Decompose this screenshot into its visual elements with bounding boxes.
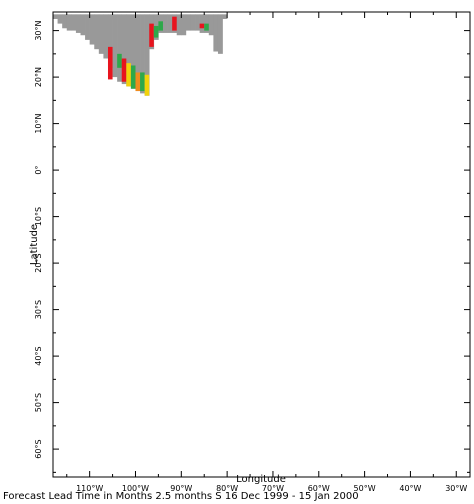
- x-tick-label: 70°W: [262, 484, 284, 493]
- land-column: [213, 14, 219, 52]
- land-column: [217, 14, 223, 54]
- x-tick-label: 30°W: [445, 484, 467, 493]
- land-column: [85, 14, 90, 40]
- forecast-cell-red: [172, 16, 177, 31]
- land-column: [117, 14, 123, 82]
- land-column: [162, 14, 168, 33]
- y-tick-label: 40°S: [34, 346, 43, 365]
- land-column: [71, 14, 77, 31]
- forecast-cells: [107, 16, 209, 96]
- land-column: [80, 14, 86, 36]
- x-tick-label: 40°W: [399, 484, 421, 493]
- chart-caption: Forecast Lead Time in Months 2.5 months …: [3, 491, 359, 502]
- land-column: [185, 14, 191, 31]
- land-column: [176, 14, 182, 36]
- land-column: [126, 14, 132, 87]
- forecast-cell-yellow: [144, 74, 150, 96]
- forecast-cell-red: [149, 23, 154, 47]
- forecast-cell-green: [130, 65, 136, 89]
- forecast-cell-yellow: [126, 63, 131, 87]
- forecast-cell-orange: [135, 72, 141, 92]
- land-column: [195, 14, 200, 31]
- forecast-cell-green: [158, 21, 163, 31]
- land-column: [94, 14, 100, 50]
- land-column: [89, 14, 95, 45]
- land-column: [140, 14, 145, 94]
- y-tick-label: 20°S: [34, 253, 43, 272]
- land-column: [57, 14, 63, 24]
- y-tick-label: 60°S: [34, 439, 43, 458]
- forecast-cell-green: [140, 72, 145, 92]
- land-column: [62, 14, 68, 29]
- x-axis-label: Longitude: [236, 474, 286, 485]
- land-column: [112, 14, 118, 78]
- land-column: [222, 14, 228, 19]
- land-column: [53, 14, 58, 19]
- y-tick-label: 20°N: [34, 67, 43, 87]
- land-column: [98, 14, 104, 54]
- x-tick-label: 110°W: [76, 484, 103, 493]
- land-column: [66, 14, 72, 31]
- forecast-cell-green: [153, 25, 159, 38]
- x-tick-label: 60°W: [308, 484, 330, 493]
- y-tick-label: 30°S: [34, 300, 43, 319]
- axis-ticks: 110°W 100°W 90°W 80°W 70°W 60°W 50°W 40°W 30°W 30…: [34, 12, 470, 493]
- land-column: [135, 14, 141, 92]
- y-tick-label: 10°S: [34, 207, 43, 226]
- x-tick-label: 80°W: [216, 484, 238, 493]
- x-tick-label: 90°W: [170, 484, 192, 493]
- y-tick-label: 50°S: [34, 393, 43, 412]
- land-column: [181, 14, 187, 36]
- land-column: [121, 14, 127, 85]
- land-column: [167, 14, 173, 33]
- land-column: [208, 14, 214, 36]
- plot-frame: [52, 11, 471, 478]
- forecast-cell-red: [107, 46, 113, 80]
- y-axis-label: Latitude: [29, 224, 40, 265]
- forecast-cell-green: [204, 23, 209, 31]
- land-column: [130, 14, 136, 89]
- land-column: [103, 14, 109, 59]
- y-tick-label: 30°N: [34, 21, 43, 41]
- x-tick-label: 100°W: [122, 484, 149, 493]
- forecast-cell-red: [199, 23, 205, 29]
- x-tick-label: 50°W: [354, 484, 376, 493]
- land-column: [107, 14, 113, 68]
- land-column: [144, 14, 150, 96]
- forecast-cell-green: [117, 53, 122, 68]
- forecast-cell-red: [121, 58, 127, 82]
- land-column: [190, 14, 196, 31]
- land-column: [75, 14, 81, 33]
- y-tick-label: 10°N: [34, 114, 43, 134]
- y-tick-label: 0°: [34, 166, 43, 175]
